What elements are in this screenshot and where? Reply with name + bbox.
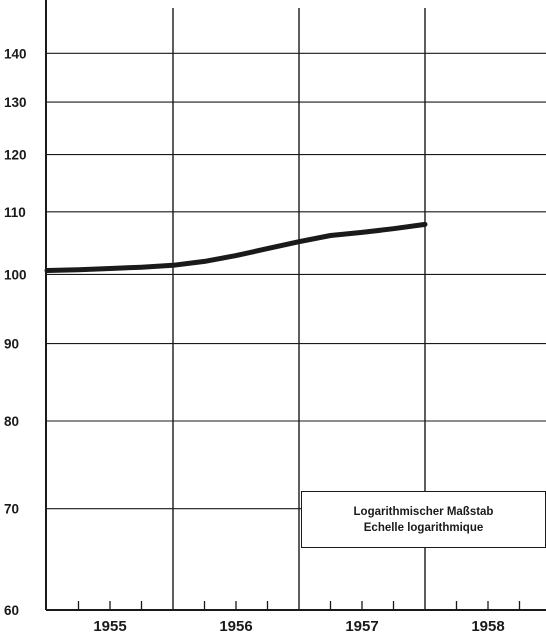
x-tick-label: 1958 <box>471 618 504 634</box>
y-tick-label: 100 <box>4 267 27 282</box>
y-tick-label: 110 <box>4 205 26 220</box>
y-tick-label: 60 <box>4 603 19 618</box>
y-tick-label: 80 <box>4 414 19 429</box>
y-tick-label: 120 <box>4 148 27 163</box>
scale-note-line-2: Echelle logarithmique <box>363 521 484 534</box>
series-line <box>44 221 428 273</box>
x-tick-label: 1955 <box>93 618 126 634</box>
x-tick-label: 1956 <box>219 618 252 634</box>
y-tick-label: 130 <box>4 95 27 110</box>
scale-note-line-1: Logarithmischer Maßstab <box>353 505 494 518</box>
scale-note-box: Logarithmischer Maßstab Echelle logarith… <box>301 491 546 548</box>
x-tick-label: 1957 <box>345 618 378 634</box>
y-tick-label: 140 <box>4 46 27 61</box>
y-tick-label: 90 <box>4 337 19 352</box>
y-tick-label: 70 <box>4 502 19 517</box>
